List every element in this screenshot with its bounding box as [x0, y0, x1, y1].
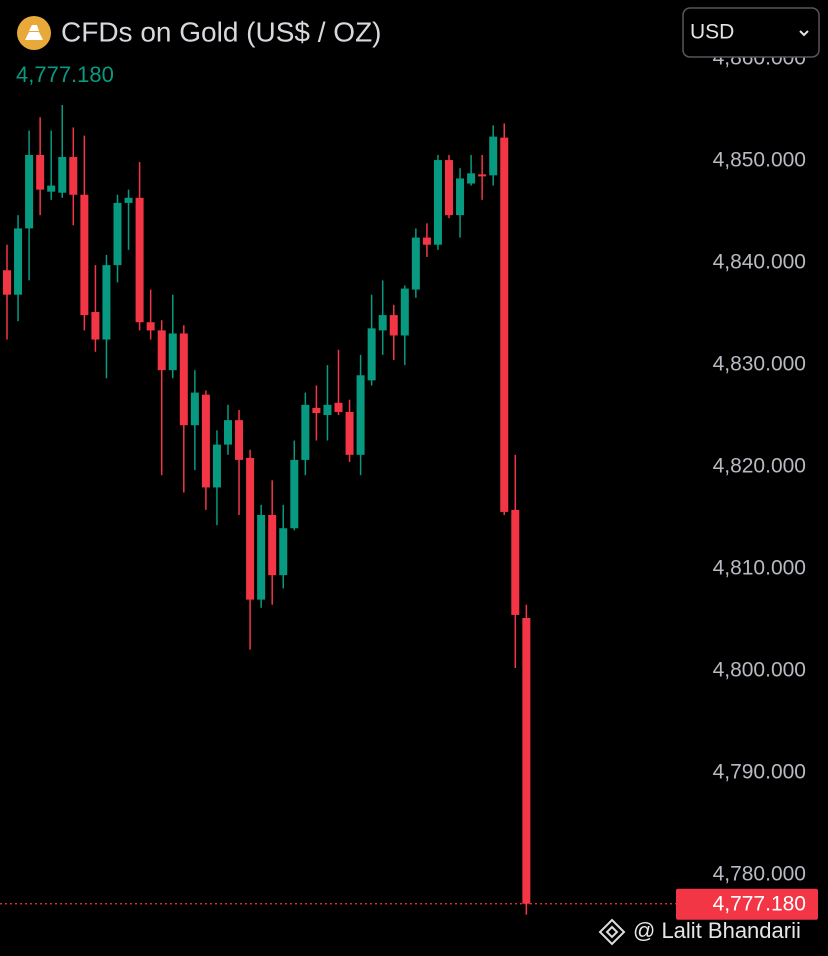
last-price-header: 4,777.180	[16, 62, 114, 87]
candle-body	[400, 288, 409, 336]
candle-body	[212, 444, 221, 488]
candle-body	[224, 420, 232, 445]
gold-icon	[17, 16, 51, 50]
y-tick-label: 4,810.000	[713, 557, 806, 580]
candle-body	[301, 404, 310, 460]
y-tick-label: 4,790.000	[713, 761, 806, 784]
candle-body	[58, 157, 67, 193]
y-tick-label: 4,840.000	[713, 251, 806, 274]
candle-body	[334, 402, 343, 412]
candle-body	[489, 136, 498, 176]
candle-body	[433, 160, 442, 245]
candle-body	[456, 178, 465, 216]
candle-body	[268, 514, 277, 576]
candle-body	[323, 404, 332, 416]
last-price-tag	[676, 888, 818, 920]
currency-select-label: USD	[690, 21, 734, 44]
last-price-tag-label: 4,777.180	[713, 892, 806, 915]
candle-body	[36, 154, 45, 190]
candle-body	[135, 197, 144, 323]
y-tick-label: 4,780.000	[713, 863, 806, 886]
currency-select[interactable]	[682, 7, 820, 58]
candle-body	[179, 333, 188, 426]
candle-body	[411, 237, 420, 290]
candle-body	[478, 174, 487, 177]
y-tick-label: 4,800.000	[713, 659, 806, 682]
y-tick-label: 4,850.000	[713, 149, 806, 172]
candle-body	[235, 420, 244, 460]
plot-area	[0, 104, 676, 915]
y-axis: 4,780.000 4,790.000 4,800.000 4,810.000 4,82…	[676, 47, 818, 920]
candle-body	[124, 197, 133, 203]
candle-body	[445, 160, 453, 216]
candle-body	[511, 509, 520, 615]
watermark: @ Lalit Bhandarii	[633, 918, 801, 943]
candle-body	[91, 312, 100, 340]
candle-body	[257, 514, 266, 600]
candle-body	[113, 202, 122, 266]
candle-body	[356, 375, 365, 455]
header-bg	[0, 0, 670, 52]
candle-body	[3, 270, 11, 295]
select-chevron	[799, 30, 809, 37]
candle-body	[522, 617, 531, 904]
candle-body	[290, 459, 299, 529]
candle-body	[378, 315, 387, 331]
candle-body	[146, 322, 155, 331]
candle-body	[47, 185, 56, 192]
candle-body	[25, 154, 34, 229]
candle-body	[168, 333, 177, 371]
candle-body	[80, 194, 89, 316]
candle-body	[467, 173, 476, 184]
candle-body	[422, 237, 431, 245]
candle-body	[201, 394, 210, 488]
candle-body	[500, 137, 509, 512]
candle-body	[190, 392, 199, 426]
candle-body	[367, 328, 376, 381]
candle-body	[312, 407, 321, 413]
candle-body	[14, 228, 23, 295]
candle-body	[157, 330, 166, 371]
candle-body	[279, 528, 288, 576]
candle-body	[69, 157, 78, 195]
chart-title: CFDs on Gold (US$ / OZ)	[61, 16, 382, 47]
candle-body	[345, 411, 354, 455]
candle-body	[246, 457, 255, 600]
y-tick-label: 4,820.000	[713, 455, 806, 478]
candle-body	[102, 265, 111, 340]
candle-body	[389, 315, 398, 336]
y-tick-label: 4,830.000	[713, 353, 806, 376]
watermark-icon	[598, 918, 626, 946]
